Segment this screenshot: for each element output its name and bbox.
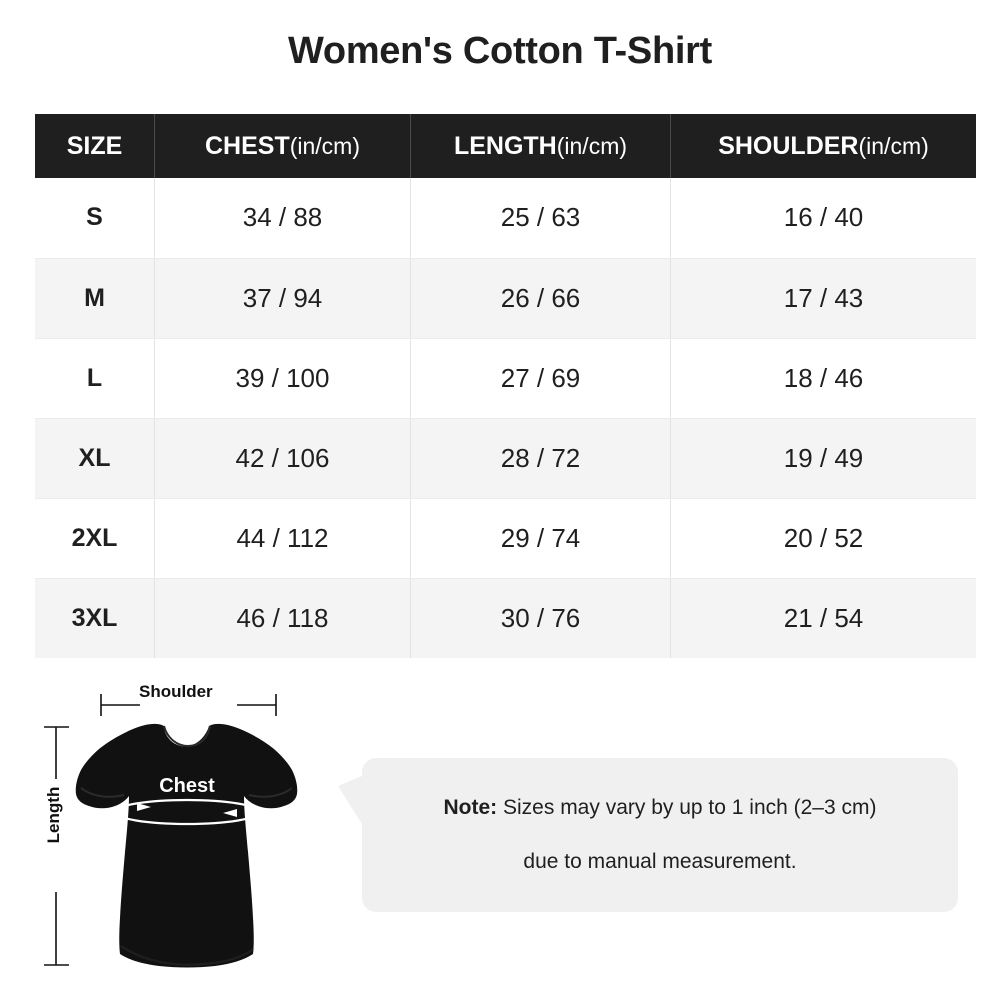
shoulder-dimension-label: Shoulder xyxy=(133,682,219,702)
chest-arrow-right xyxy=(223,809,237,817)
table-row: M 37 / 94 26 / 66 17 / 43 xyxy=(35,258,976,339)
table-row: S 34 / 88 25 / 63 16 / 40 xyxy=(35,178,976,259)
chest-label: Chest xyxy=(159,775,215,797)
cell-shoulder: 18 / 46 xyxy=(670,338,976,419)
cell-length: 30 / 76 xyxy=(410,578,671,658)
cell-chest: 46 / 118 xyxy=(154,578,411,658)
cell-chest: 44 / 112 xyxy=(154,498,411,579)
cell-length: 27 / 69 xyxy=(410,338,671,419)
tshirt-body xyxy=(75,723,298,968)
note-callout: Note: Sizes may vary by up to 1 inch (2–… xyxy=(338,758,958,912)
cell-size: L xyxy=(35,338,155,419)
column-header-size-label: SIZE xyxy=(66,131,123,160)
cell-chest: 39 / 100 xyxy=(154,338,411,419)
shoulder-dimension-line xyxy=(100,694,277,716)
cell-shoulder: 16 / 40 xyxy=(670,178,976,259)
length-dimension-label: Length xyxy=(39,779,69,851)
column-header-chest-unit: (in/cm) xyxy=(289,132,360,159)
note-line-1: Note: Sizes may vary by up to 1 inch (2–… xyxy=(444,781,877,835)
cell-size: XL xyxy=(35,418,155,499)
table-body: S 34 / 88 25 / 63 16 / 40 M 37 / 94 26 /… xyxy=(35,178,976,658)
cell-length: 28 / 72 xyxy=(410,418,671,499)
tshirt-svg: Chest xyxy=(44,694,298,968)
cell-size: M xyxy=(35,258,155,339)
cell-shoulder: 21 / 54 xyxy=(670,578,976,658)
column-header-length: LENGTH(in/cm) xyxy=(410,114,671,178)
note-text-1: Sizes may vary by up to 1 inch (2–3 cm) xyxy=(497,796,877,819)
cell-length: 29 / 74 xyxy=(410,498,671,579)
table-row: XL 42 / 106 28 / 72 19 / 49 xyxy=(35,418,976,499)
chest-measure-ellipse xyxy=(113,798,261,826)
cell-chest: 34 / 88 xyxy=(154,178,411,259)
column-header-chest-label: CHEST xyxy=(204,131,290,160)
cell-length: 26 / 66 xyxy=(410,258,671,339)
measurement-diagram: Chest Chest xyxy=(0,660,1000,1000)
size-chart-table: SIZE CHEST(in/cm) LENGTH(in/cm) SHOULDER… xyxy=(35,114,976,658)
cell-size: 2XL xyxy=(35,498,155,579)
column-header-shoulder: SHOULDER(in/cm) xyxy=(670,114,976,178)
column-header-shoulder-unit: (in/cm) xyxy=(858,132,929,159)
column-header-size: SIZE xyxy=(35,114,155,178)
chest-arrow-left xyxy=(137,803,151,811)
page-title: Women's Cotton T-Shirt xyxy=(288,30,712,72)
cell-length: 25 / 63 xyxy=(410,178,671,259)
column-header-shoulder-label: SHOULDER xyxy=(718,131,859,160)
table-row: 2XL 44 / 112 29 / 74 20 / 52 xyxy=(35,498,976,579)
cell-size: 3XL xyxy=(35,578,155,658)
table-row: L 39 / 100 27 / 69 18 / 46 xyxy=(35,338,976,419)
table-row: 3XL 46 / 118 30 / 76 21 / 54 xyxy=(35,578,976,658)
cell-chest: 42 / 106 xyxy=(154,418,411,499)
column-header-length-label: LENGTH xyxy=(453,131,557,160)
cell-size: S xyxy=(35,178,155,259)
table-header: SIZE CHEST(in/cm) LENGTH(in/cm) SHOULDER… xyxy=(35,114,976,178)
cell-shoulder: 19 / 49 xyxy=(670,418,976,499)
table-header-row: SIZE CHEST(in/cm) LENGTH(in/cm) SHOULDER… xyxy=(35,114,976,178)
column-header-length-unit: (in/cm) xyxy=(556,132,628,159)
cell-chest: 37 / 94 xyxy=(154,258,411,339)
cell-shoulder: 17 / 43 xyxy=(670,258,976,339)
cell-shoulder: 20 / 52 xyxy=(670,498,976,579)
note-line-2: due to manual measurement. xyxy=(523,850,797,873)
tshirt-illustration: Chest xyxy=(25,670,355,1000)
column-header-chest: CHEST(in/cm) xyxy=(154,114,411,178)
note-prefix: Note: xyxy=(443,796,498,819)
